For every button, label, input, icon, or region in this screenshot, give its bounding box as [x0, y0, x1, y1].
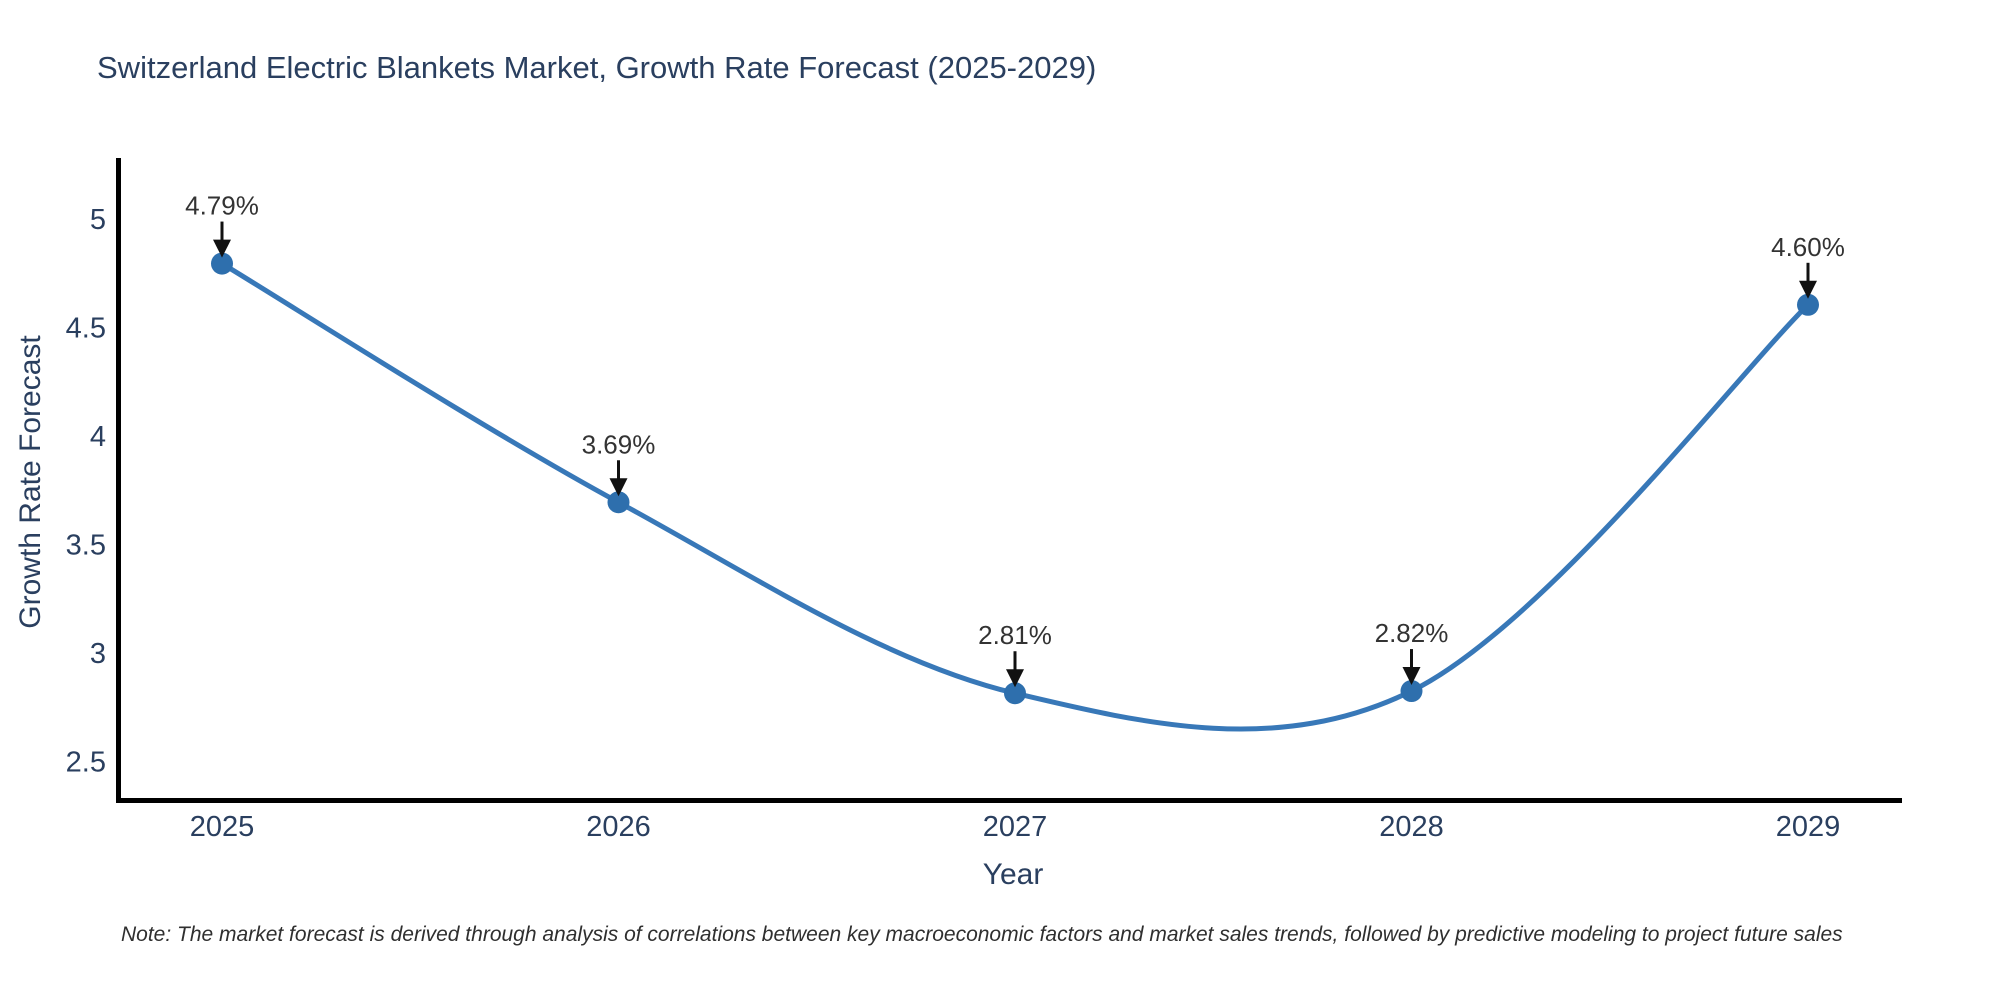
y-tick-label: 5	[90, 204, 106, 236]
tick-labels: 5 4.5 4 3.5 3 2.5 2025 2026 2027 2028 2029	[66, 204, 1841, 843]
x-tick-label: 2026	[586, 811, 651, 843]
point-value-label: 3.69%	[582, 429, 656, 459]
point-annotations: 4.79% 3.69% 2.81% 2.82% 4.60%	[185, 191, 1845, 688]
y-tick-label: 3	[90, 638, 106, 670]
y-tick-label: 4.5	[66, 313, 106, 345]
annotation-arrowhead-icon	[1402, 667, 1421, 686]
y-axis-line	[116, 158, 121, 803]
data-point-marker	[211, 252, 233, 275]
x-tick-label: 2029	[1776, 811, 1841, 843]
x-tick-label: 2028	[1379, 811, 1444, 843]
data-point-marker	[607, 491, 630, 514]
x-axis-line	[116, 798, 1902, 803]
data-point-marker	[1400, 680, 1423, 703]
y-tick-label: 4	[90, 421, 106, 453]
data-point-marker	[1004, 682, 1026, 705]
data-point-marker	[1797, 293, 1819, 316]
x-tick-label: 2027	[983, 811, 1048, 843]
y-tick-label: 3.5	[66, 530, 106, 562]
point-value-label: 2.81%	[978, 620, 1052, 650]
trend-series	[211, 252, 1819, 732]
y-axis-title: Growth Rate Forecast	[14, 335, 47, 629]
x-tick-label: 2025	[190, 811, 255, 843]
y-tick-label: 2.5	[66, 747, 106, 779]
annotation-arrowhead-icon	[609, 478, 628, 497]
point-value-label: 2.82%	[1375, 618, 1449, 648]
x-axis-title: Year	[983, 858, 1044, 891]
footnote: Note: The market forecast is derived thr…	[121, 923, 1843, 946]
annotation-arrowhead-icon	[1799, 280, 1817, 299]
annotation-arrowhead-icon	[1006, 669, 1024, 688]
annotation-arrowhead-icon	[213, 239, 231, 258]
point-value-label: 4.60%	[1771, 232, 1845, 262]
chart-title: Switzerland Electric Blankets Market, Gr…	[97, 50, 1096, 85]
point-value-label: 4.79%	[185, 191, 259, 221]
